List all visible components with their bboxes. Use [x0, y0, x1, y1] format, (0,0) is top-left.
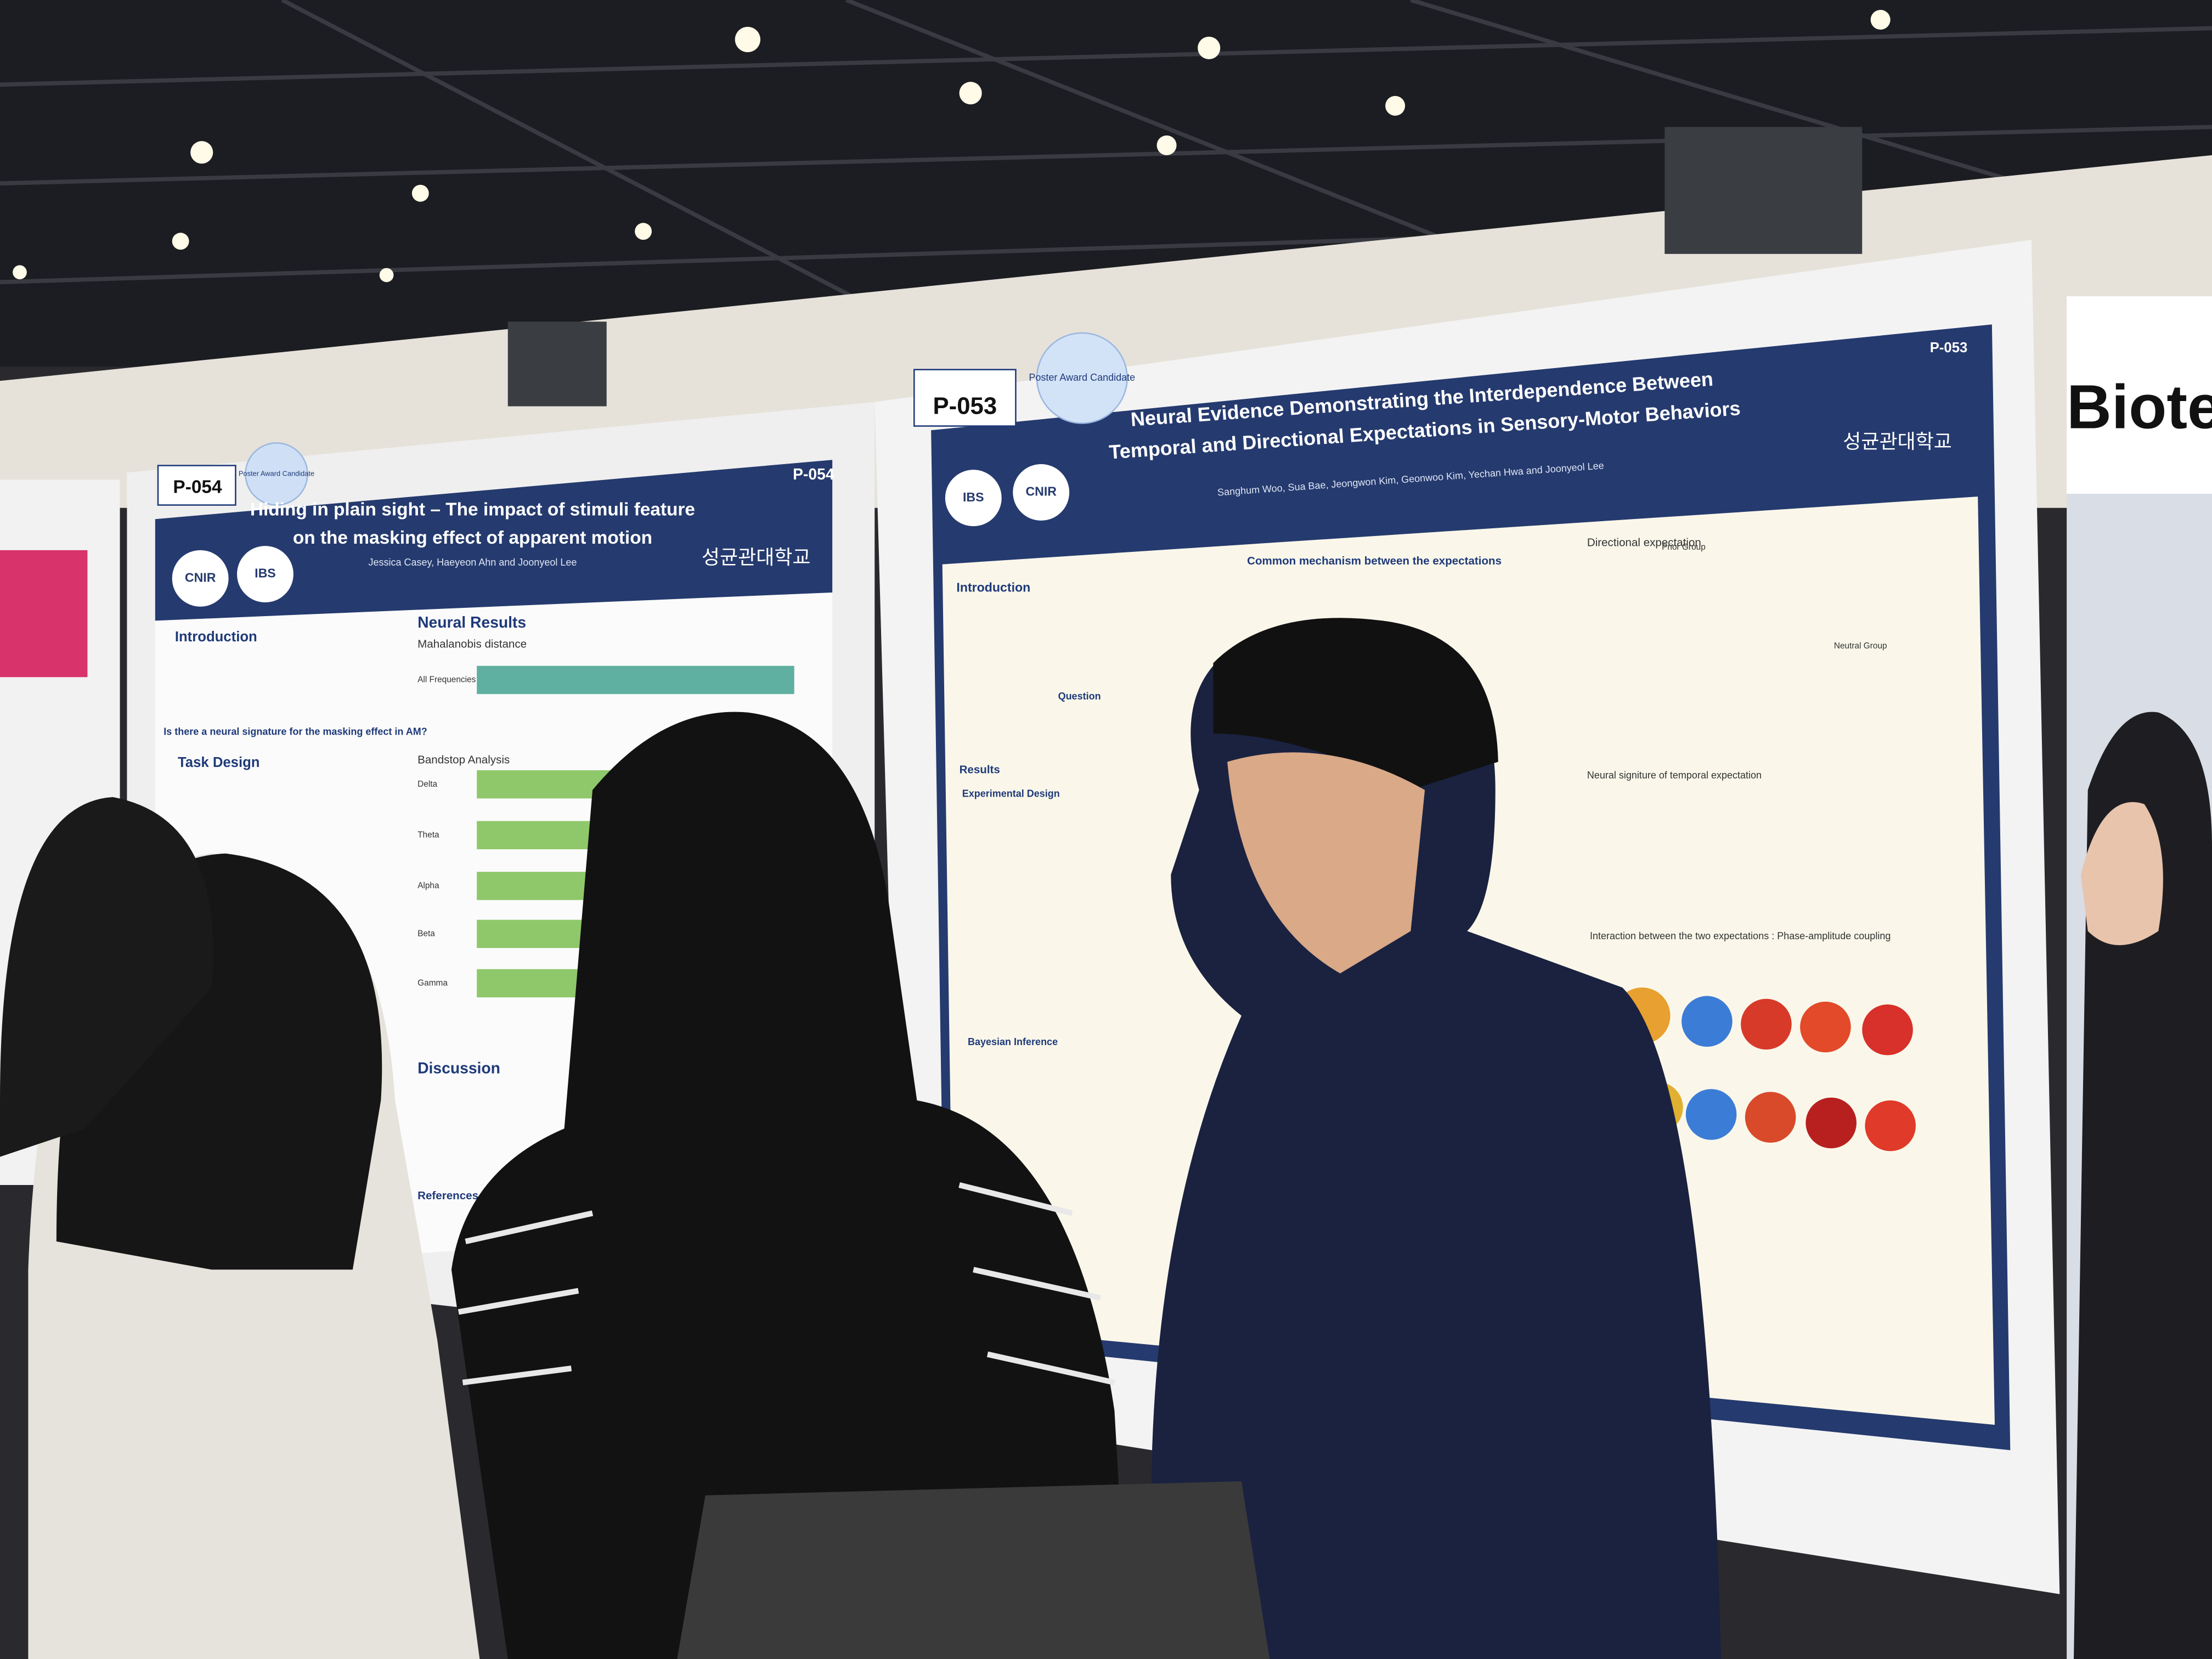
logo-text: CNIR	[1025, 484, 1057, 499]
band-label: Delta	[417, 780, 437, 789]
sign-text: Biote	[2067, 373, 2212, 442]
logo-text: CNIR	[185, 570, 216, 584]
presenter-hair	[1213, 618, 1498, 790]
window	[507, 321, 607, 407]
logo-text: IBS	[963, 490, 984, 504]
heatmap	[477, 665, 794, 695]
section-heading: Experimental Design	[962, 788, 1060, 799]
band-label: Gamma	[417, 978, 448, 988]
award-badge	[245, 442, 308, 506]
corner-number: P-053	[1930, 340, 1968, 356]
award-text: Poster Award Candidate	[1029, 372, 1135, 383]
poster-fragment	[0, 550, 88, 678]
section-heading: Neural signiture of temporal expectation	[1587, 770, 1762, 781]
logo	[172, 550, 229, 607]
section-heading: Discussion	[417, 1059, 500, 1077]
group-label: Neutral Group	[1834, 641, 1887, 651]
poster-title: on the masking effect of apparent motion	[293, 528, 652, 548]
section-heading: Question	[1058, 691, 1101, 702]
section-heading: References	[417, 1189, 478, 1202]
poster-number: P-054	[173, 477, 222, 498]
logo	[237, 546, 294, 602]
institution: 성균관대학교	[1843, 430, 1952, 453]
person-striped	[451, 712, 1129, 1659]
section-heading: Directional expectation	[1587, 536, 1701, 549]
poster-authors: Jessica Casey, Haeyeon Ahn and Joonyeol …	[368, 557, 577, 568]
stripes	[458, 1182, 1115, 1386]
institution: 성균관대학교	[702, 546, 811, 568]
award-text: Poster Award Candidate	[239, 469, 314, 477]
face-right	[2080, 802, 2163, 945]
band-label: Theta	[417, 830, 439, 839]
section-heading: Introduction	[175, 629, 257, 645]
poster-title: Hiding in plain sight – The impact of st…	[250, 500, 695, 520]
corner-number: P-054	[793, 465, 834, 483]
window	[1664, 127, 1863, 254]
poster-number: P-053	[933, 393, 997, 420]
sign-board	[2067, 296, 2212, 494]
band-label: Alpha	[417, 881, 439, 890]
subheading: Mahalanobis distance	[417, 638, 527, 651]
band-label: Beta	[417, 929, 435, 938]
person-right	[2074, 712, 2212, 1659]
band-label: All Frequencies	[417, 675, 476, 685]
logo	[945, 470, 1002, 527]
ceiling-lights	[13, 10, 1891, 283]
section-heading: Interaction between the two expectations…	[1590, 930, 1891, 941]
section-heading: Introduction	[956, 580, 1030, 594]
question: Is there a neural signature for the mask…	[163, 726, 427, 737]
section-heading: Bayesian Inference	[968, 1036, 1058, 1047]
logo	[1013, 464, 1070, 521]
bag	[677, 1481, 1270, 1659]
presenter-face	[1227, 752, 1425, 974]
section-heading: Results	[960, 763, 1000, 776]
number-tag	[913, 369, 1017, 427]
section-heading: Common mechanism between the expectation…	[1247, 555, 1502, 567]
subheading: Bandstop Analysis	[417, 753, 510, 766]
poster-header	[155, 460, 833, 621]
group-label: Prior Group	[1662, 543, 1706, 552]
ceiling-truss	[0, 0, 2212, 369]
number-tag	[157, 465, 236, 506]
section-heading: Neural Results	[417, 613, 526, 631]
section-heading: Task Design	[178, 755, 260, 770]
person-far-left	[0, 797, 213, 1157]
award-badge	[1036, 332, 1128, 424]
logo-text: IBS	[255, 566, 276, 580]
